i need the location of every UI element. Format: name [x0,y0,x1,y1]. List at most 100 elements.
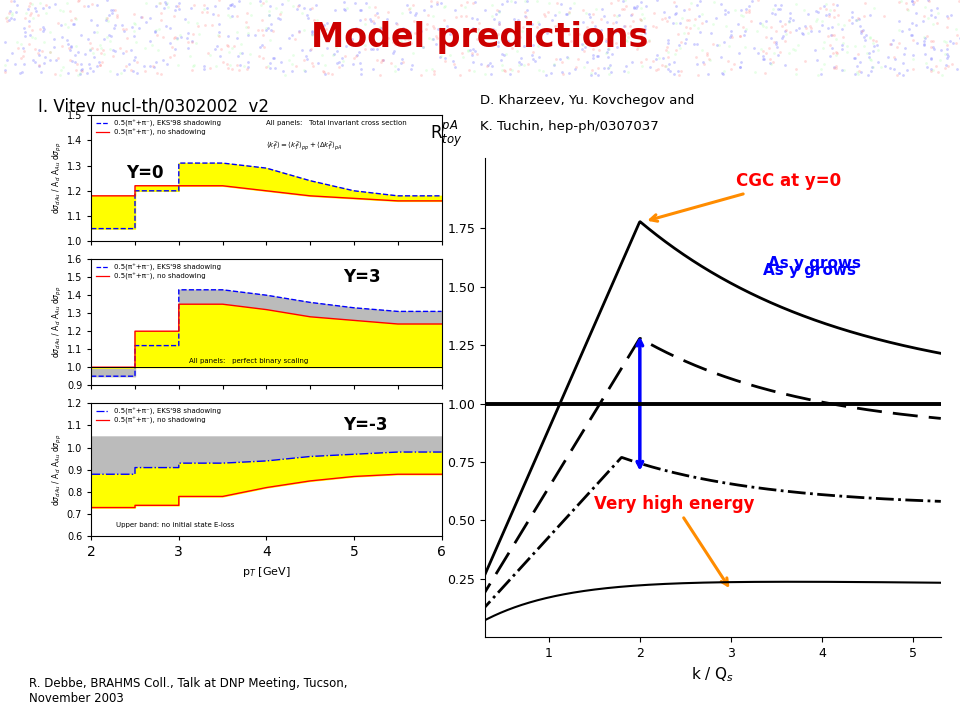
Point [667,8,683,19]
Point [520,34,536,45]
Point [325,49,341,60]
Point [808,6,824,17]
Point [830,18,846,30]
Point [716,65,732,76]
Point [938,36,953,48]
Point [944,58,959,69]
Point [305,60,321,71]
Point [74,63,89,75]
Point [327,4,343,15]
Point [732,30,748,42]
Point [62,44,78,55]
Point [547,58,563,70]
Point [54,64,69,76]
Point [515,22,530,33]
Point [357,14,372,25]
Point [0,12,15,23]
Point [673,37,688,48]
Point [220,9,235,21]
Point [380,32,396,44]
Point [797,55,812,66]
Point [329,45,345,57]
Point [823,4,838,16]
Point [828,62,844,73]
Point [899,0,914,9]
Point [756,50,771,62]
Point [477,4,492,15]
Point [892,24,907,35]
Point [73,58,88,70]
Point [903,30,919,41]
Point [62,14,78,26]
Point [273,6,288,17]
Point [232,59,248,71]
Point [162,52,178,63]
Point [651,53,666,64]
Point [563,3,578,14]
Point [41,1,57,13]
Point [586,50,601,61]
Point [790,39,805,50]
Legend: 0.5(π⁺+π⁻), EKS'98 shadowing, 0.5(π⁺+π⁻), no shadowing: 0.5(π⁺+π⁻), EKS'98 shadowing, 0.5(π⁺+π⁻)… [95,263,223,282]
Text: All panels:   perfect binary scaling: All panels: perfect binary scaling [189,358,308,364]
Point [828,0,844,11]
Point [733,9,749,21]
Point [467,0,482,8]
Point [326,48,342,60]
Point [334,59,349,71]
Point [590,69,606,81]
Point [118,60,133,72]
Point [92,39,108,50]
Point [762,58,778,69]
Point [619,35,635,46]
Point [489,30,504,42]
Point [239,22,254,33]
Point [274,56,289,68]
Point [502,63,517,75]
Point [428,31,444,42]
Point [613,3,629,14]
Point [291,26,306,37]
Text: K. Tuchin, hep-ph/0307037: K. Tuchin, hep-ph/0307037 [480,120,659,132]
Point [676,27,691,39]
Point [221,2,236,14]
Point [600,43,615,55]
Point [210,30,226,41]
Point [352,57,368,68]
Point [229,59,245,71]
Point [514,52,529,63]
Point [630,43,645,55]
Point [401,4,417,15]
Point [561,28,576,40]
Point [0,59,13,71]
Point [461,45,476,57]
Point [645,55,660,67]
Point [926,44,942,55]
Point [106,45,121,56]
Point [774,0,789,12]
Point [517,10,533,22]
Point [848,68,863,80]
Point [799,22,814,33]
Point [150,30,165,41]
Point [916,35,931,46]
Point [567,63,583,75]
Point [99,0,114,6]
Point [113,67,129,78]
Point [225,10,240,22]
Point [600,37,615,48]
Point [414,25,429,37]
Point [13,53,29,64]
Point [660,51,675,63]
Point [185,60,201,72]
Point [588,21,603,32]
Point [583,12,598,23]
Point [189,17,204,29]
Point [648,53,663,65]
Point [524,19,540,30]
Point [166,50,181,61]
Point [318,23,333,35]
Point [306,14,322,26]
Point [538,40,553,51]
Point [357,18,372,30]
